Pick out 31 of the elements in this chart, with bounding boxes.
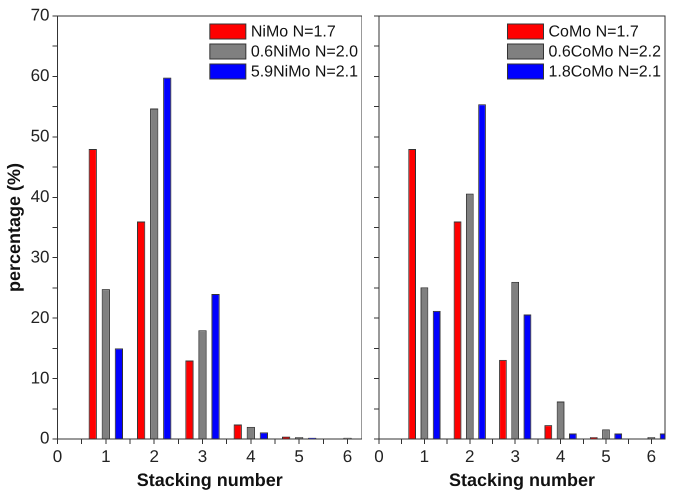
x-tick-label: 6	[342, 446, 352, 466]
y-tick-label: 70	[30, 6, 50, 25]
legend-label: NiMo N=1.7	[250, 23, 336, 40]
legend-label: 5.9NiMo N=2.1	[250, 63, 358, 80]
x-tick-label: 1	[101, 446, 111, 466]
y-tick-label: 50	[30, 126, 50, 146]
x-tick-label: 5	[601, 446, 611, 466]
y-tick-label: 0	[40, 428, 50, 448]
y-axis-title: percentage (%)	[4, 162, 24, 292]
legend-label: 0.6CoMo N=2.2	[548, 43, 662, 60]
x-tick-label: 2	[149, 446, 159, 466]
legend-label: 1.8CoMo N=2.1	[548, 63, 662, 80]
x-tick-label: 2	[465, 446, 475, 466]
legend-label: 0.6NiMo N=2.0	[250, 43, 358, 60]
y-tick-label: 30	[30, 247, 50, 266]
x-axis-title: Stacking number	[136, 470, 283, 490]
y-tick-label: 20	[30, 308, 50, 327]
x-tick-label: 4	[246, 446, 256, 466]
x-axis-title: Stacking number	[448, 470, 596, 490]
x-tick-label: 3	[198, 446, 208, 466]
x-tick-label: 5	[294, 446, 304, 466]
y-tick-label: 10	[30, 368, 50, 388]
x-tick-label: 1	[420, 446, 430, 466]
x-tick-label: 6	[646, 446, 656, 466]
x-tick-label: 4	[556, 446, 566, 466]
y-tick-label: 40	[30, 186, 50, 206]
x-tick-label: 3	[510, 446, 520, 466]
y-tick-label: 60	[30, 66, 50, 86]
x-tick-label: 0	[374, 446, 384, 466]
x-tick-label: 0	[52, 446, 62, 466]
legend-label: CoMo N=1.7	[548, 23, 639, 40]
